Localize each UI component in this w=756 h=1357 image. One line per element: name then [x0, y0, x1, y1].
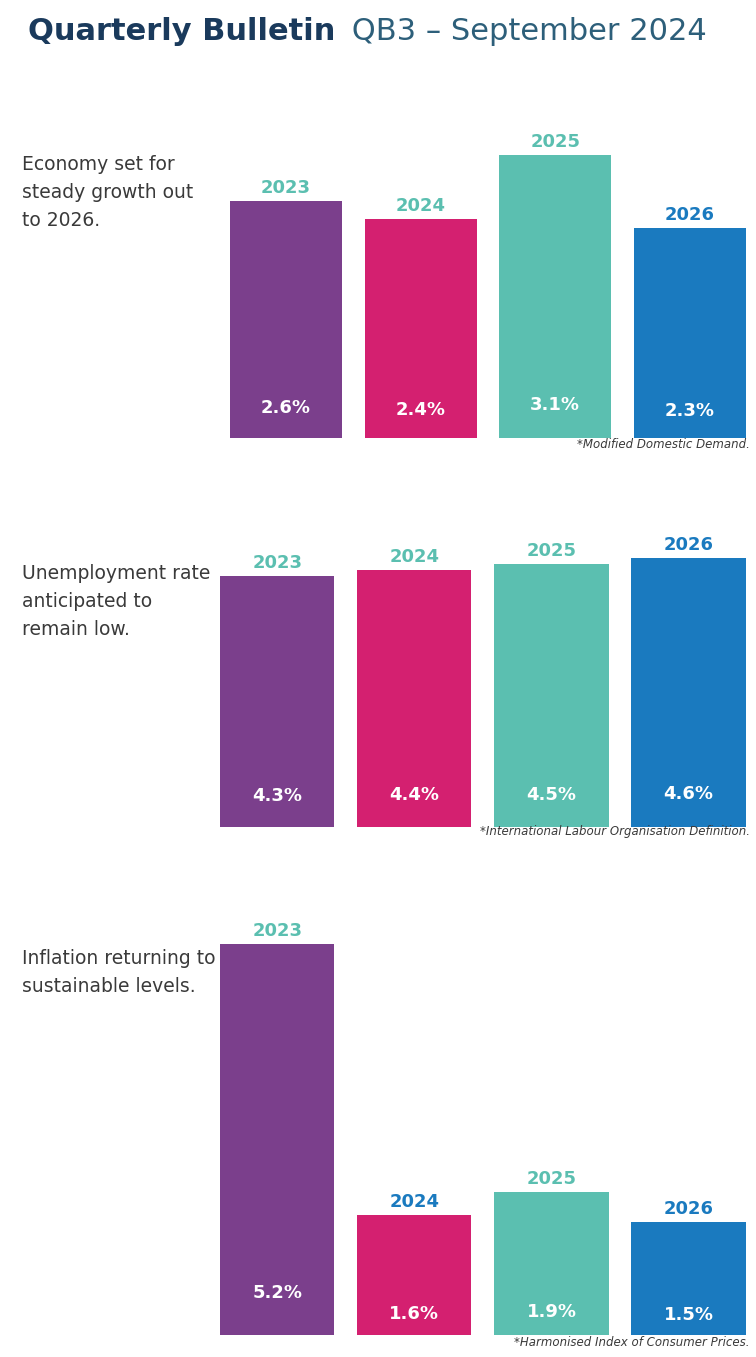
- Text: 2.4%: 2.4%: [395, 400, 445, 419]
- Text: 1.6%: 1.6%: [389, 1305, 439, 1323]
- Text: 4.4%: 4.4%: [389, 786, 439, 805]
- Bar: [364, 220, 477, 438]
- Text: 2025: 2025: [526, 1170, 577, 1187]
- Text: 3.1%: 3.1%: [530, 396, 580, 414]
- Bar: [634, 228, 745, 438]
- Bar: [499, 156, 612, 438]
- Text: *Harmonised Index of Consumer Prices.: *Harmonised Index of Consumer Prices.: [515, 1337, 750, 1349]
- Text: 2024: 2024: [395, 197, 445, 216]
- Text: 4.3%: 4.3%: [253, 787, 302, 805]
- Text: 4.6%: 4.6%: [664, 786, 714, 803]
- Text: Economy set for
steady growth out
to 2026.: Economy set for steady growth out to 202…: [22, 156, 194, 231]
- Bar: [357, 570, 472, 826]
- Text: 2.3%: 2.3%: [665, 402, 714, 419]
- Text: 2026: 2026: [664, 536, 714, 554]
- Bar: [357, 1215, 472, 1335]
- Text: 2023: 2023: [253, 554, 302, 571]
- Text: Quarterly Bulletin: Quarterly Bulletin: [28, 16, 336, 46]
- Bar: [494, 1191, 609, 1335]
- Bar: [631, 558, 745, 826]
- Text: 2026: 2026: [665, 206, 714, 224]
- Text: 1.9%: 1.9%: [526, 1303, 577, 1322]
- Text: 4.5%: 4.5%: [526, 786, 577, 803]
- Text: 2024: 2024: [389, 1193, 439, 1210]
- Text: QB3 – September 2024: QB3 – September 2024: [342, 16, 707, 46]
- Text: Forecast growth*: Forecast growth*: [28, 76, 258, 100]
- Text: 2.6%: 2.6%: [261, 399, 311, 418]
- Text: Inflation returning to
sustainable levels.: Inflation returning to sustainable level…: [22, 949, 215, 996]
- Text: 2023: 2023: [253, 921, 302, 940]
- Text: *Modified Domestic Demand.: *Modified Domestic Demand.: [577, 438, 750, 451]
- Text: 2025: 2025: [530, 133, 580, 152]
- Text: in Irish economy: in Irish economy: [191, 76, 395, 100]
- Text: 2026: 2026: [664, 1200, 714, 1219]
- Text: forecast in Ireland: forecast in Ireland: [160, 489, 382, 512]
- Text: rate forecast: rate forecast: [130, 875, 289, 898]
- Text: *International Labour Organisation Definition.: *International Labour Organisation Defin…: [480, 825, 750, 839]
- Bar: [230, 201, 342, 438]
- Text: 2024: 2024: [389, 548, 439, 566]
- Bar: [631, 1223, 745, 1335]
- Text: 2025: 2025: [526, 541, 577, 560]
- Text: 1.5%: 1.5%: [664, 1305, 714, 1324]
- Text: 2023: 2023: [261, 179, 311, 197]
- Text: Unemployment rate
anticipated to
remain low.: Unemployment rate anticipated to remain …: [22, 565, 210, 639]
- Text: Inflation*: Inflation*: [28, 875, 153, 898]
- Text: Unemployment*: Unemployment*: [28, 489, 243, 512]
- Text: 5.2%: 5.2%: [253, 1284, 302, 1301]
- Bar: [494, 565, 609, 826]
- Bar: [220, 575, 334, 826]
- Bar: [220, 944, 334, 1335]
